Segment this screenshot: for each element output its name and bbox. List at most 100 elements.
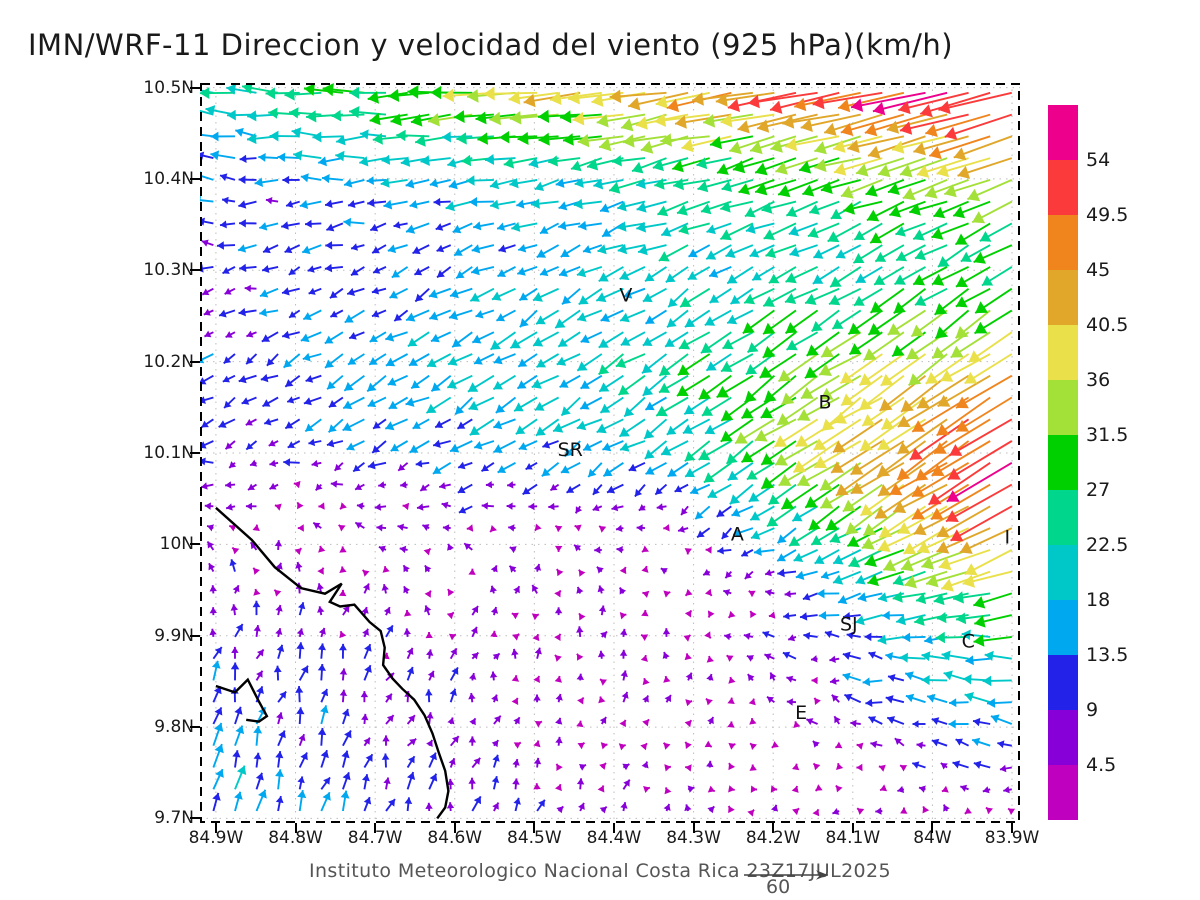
wind-vector [864,549,905,567]
wind-vector [456,418,473,430]
wind-vector [836,762,844,770]
wind-vector [275,604,283,616]
coastline-inlet [215,677,269,723]
wind-vector [434,418,452,429]
colorbar [1048,105,1078,820]
wind-vector [899,652,926,663]
wind-vector [688,244,711,258]
wind-vector [744,570,754,580]
wind-vector [705,244,732,260]
wind-vector [1007,807,1016,815]
x-axis-tick [294,823,297,833]
wind-vector [225,503,236,511]
wind-vector [541,462,560,477]
wind-vector [489,585,497,594]
wind-vector [449,647,458,660]
wind-vector [428,287,452,299]
wind-vector [522,483,538,496]
wind-vector [525,461,538,471]
wind-vector [445,200,473,212]
wind-vector [599,762,607,770]
wind-vector [282,353,301,369]
wind-vector [385,624,394,638]
wind-vector [284,418,301,430]
wind-vector [238,307,257,317]
wind-vector [276,712,284,725]
colorbar-tick-label: 54 [1086,149,1111,171]
wind-vector [747,809,755,817]
wind-vector [592,504,603,512]
wind-vector [856,742,864,750]
wind-vector [598,331,624,349]
wind-vector [740,549,754,557]
wind-vector [288,266,301,276]
wind-vector [297,524,304,532]
wind-vector [203,308,214,316]
wind-vector [680,505,689,516]
wind-vector [973,244,1013,264]
wind-vector [535,309,560,325]
wind-vector [940,762,948,770]
wind-vector [782,651,797,660]
wind-vector [371,309,387,318]
wind-vector [513,396,538,412]
wind-vector [955,287,991,308]
wind-vector [824,630,840,638]
wind-vector-field: V B SR A SJ C E I [183,82,1020,823]
wind-vector [597,585,605,594]
wind-vector [974,287,1013,314]
wind-vector [617,374,646,396]
wind-vector [818,611,840,620]
wind-vector [253,725,263,746]
wind-vector [320,705,329,725]
wind-vector [664,764,672,772]
wind-vector [867,309,905,336]
wind-vector [300,331,322,343]
wind-vector [369,331,387,343]
wind-vector [787,634,797,642]
wind-vector [684,548,692,555]
wind-vector [557,331,581,348]
wind-vector [964,692,991,704]
wind-vector [301,244,322,255]
wind-vector [383,606,391,616]
wind-vector [644,396,667,411]
wind-vector [427,670,435,681]
wind-vector [684,719,693,728]
wind-vector [468,777,476,790]
wind-vector [642,718,650,727]
wind-vector [252,600,261,616]
wind-vector [938,91,1013,115]
wind-vector [812,244,840,259]
wind-vector [343,178,365,188]
wind-vector [967,179,1013,202]
wind-vector [326,374,344,390]
wind-vector [793,549,818,562]
wind-vector [707,610,715,618]
x-axis-tick [214,823,217,833]
wind-vector [281,221,300,230]
wind-vector [485,481,494,489]
wind-vector [556,353,581,366]
wind-vector [349,106,387,119]
wind-vector [721,527,733,540]
wind-vector [687,266,711,281]
wind-vector [865,698,883,707]
wind-vector [448,633,457,641]
wind-vector [601,222,624,238]
wind-vector [941,785,949,793]
wind-vector [641,609,649,617]
wind-vector [850,440,905,476]
wind-vector [218,418,236,428]
wind-vector [490,199,516,210]
wind-vector [360,691,369,703]
wind-vector [446,802,455,812]
wind-vector [238,374,257,384]
wind-vector [374,503,387,511]
wind-vector [724,570,733,579]
wind-vector [473,221,495,231]
wind-vector [558,266,581,277]
wind-vector [921,675,948,686]
wind-vector [423,547,432,556]
wind-vector [399,545,408,554]
